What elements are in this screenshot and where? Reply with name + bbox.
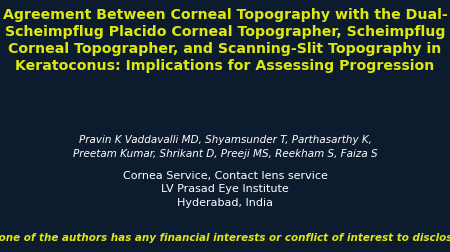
Text: None of the authors has any financial interests or conflict of interest to discl: None of the authors has any financial in… [0,232,450,242]
Text: Agreement Between Corneal Topography with the Dual-
Scheimpflug Placido Corneal : Agreement Between Corneal Topography wit… [3,8,447,73]
Text: Cornea Service, Contact lens service
LV Prasad Eye Institute
Hyderabad, India: Cornea Service, Contact lens service LV … [122,170,328,207]
Text: Pravin K Vaddavalli MD, Shyamsunder T, Parthasarthy K,
Preetam Kumar, Shrikant D: Pravin K Vaddavalli MD, Shyamsunder T, P… [73,135,377,158]
